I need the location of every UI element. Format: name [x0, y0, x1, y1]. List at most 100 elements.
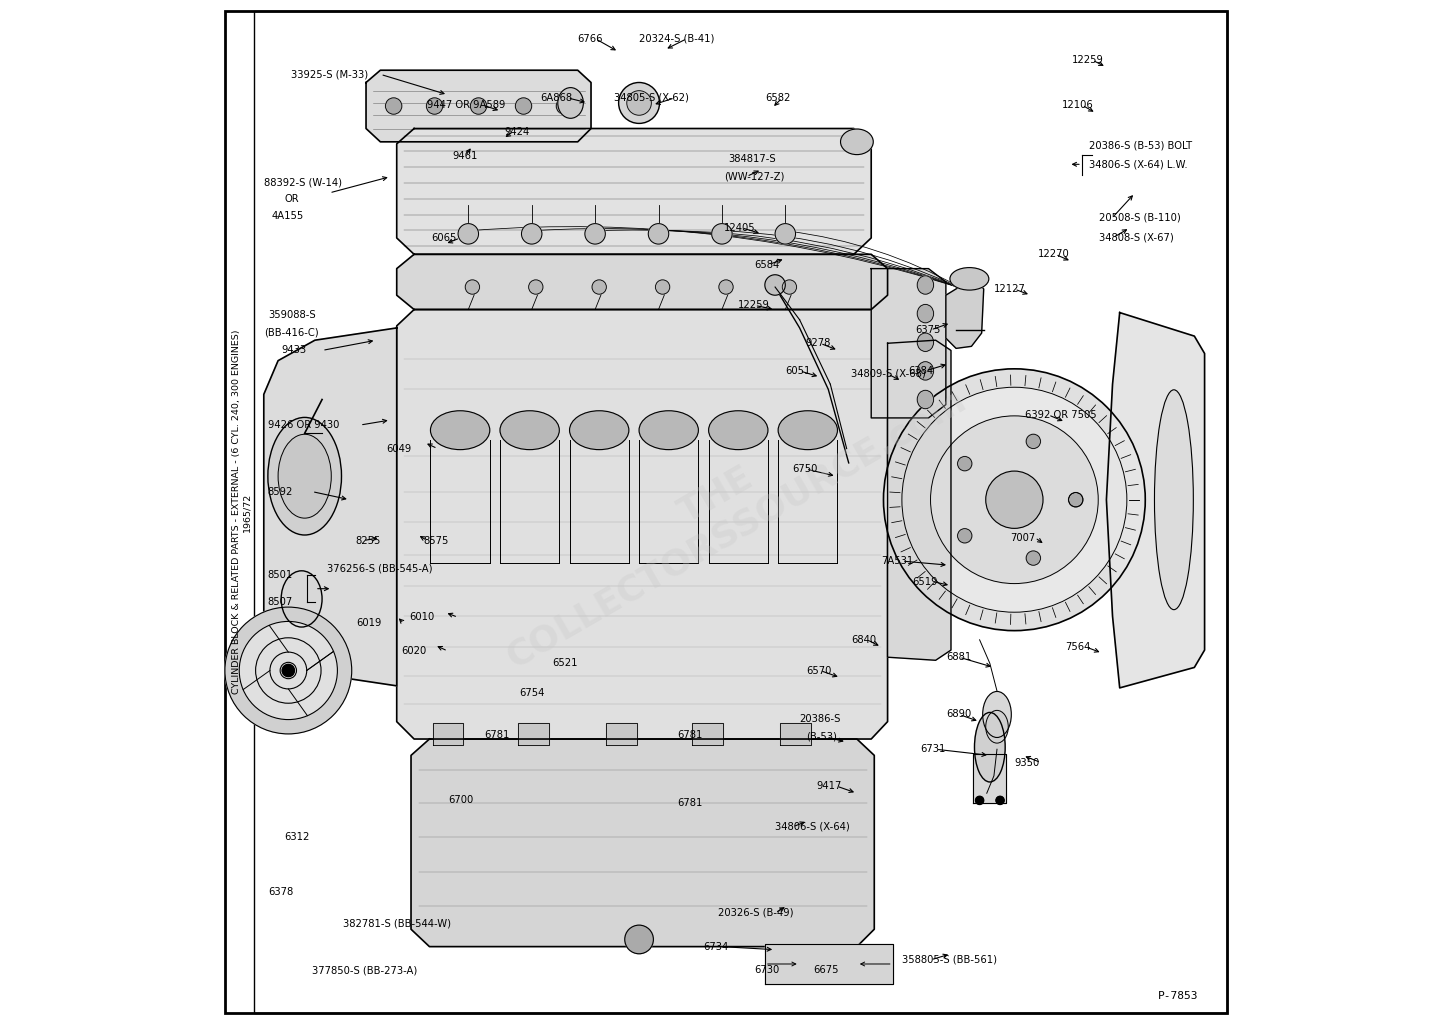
Ellipse shape	[918, 390, 934, 409]
Text: 12270: 12270	[1038, 249, 1070, 259]
Text: 6521: 6521	[552, 658, 578, 669]
Polygon shape	[411, 739, 874, 946]
Text: 6781: 6781	[485, 730, 510, 740]
Text: 6731: 6731	[921, 744, 945, 755]
Text: 8501: 8501	[267, 570, 293, 581]
Ellipse shape	[267, 418, 341, 535]
Text: 9424: 9424	[504, 127, 530, 136]
Ellipse shape	[282, 570, 322, 627]
Polygon shape	[887, 340, 951, 660]
Ellipse shape	[918, 361, 934, 380]
Text: 382781-S (BB-544-W): 382781-S (BB-544-W)	[343, 919, 450, 928]
Text: 359088-S: 359088-S	[267, 309, 315, 319]
Text: 12259: 12259	[738, 300, 770, 310]
Circle shape	[585, 223, 605, 244]
Polygon shape	[871, 268, 945, 418]
Ellipse shape	[778, 411, 838, 450]
Ellipse shape	[1154, 390, 1194, 609]
Text: OR: OR	[285, 195, 299, 204]
Circle shape	[957, 528, 971, 543]
Text: 384817-S: 384817-S	[727, 155, 775, 164]
Text: 6020: 6020	[401, 646, 425, 656]
Text: 6384: 6384	[908, 366, 934, 376]
Text: 34806-S (X-64): 34806-S (X-64)	[775, 822, 849, 831]
Text: 7A531: 7A531	[881, 556, 913, 566]
Bar	[607, 723, 637, 745]
Ellipse shape	[918, 333, 934, 351]
Ellipse shape	[974, 713, 1005, 782]
Text: 6049: 6049	[386, 443, 412, 454]
Text: 377850-S (BB-273-A): 377850-S (BB-273-A)	[312, 966, 417, 975]
Text: 6734: 6734	[704, 942, 729, 951]
Ellipse shape	[918, 304, 934, 323]
Circle shape	[457, 223, 479, 244]
Text: 12405: 12405	[725, 222, 755, 232]
Circle shape	[225, 607, 351, 734]
Polygon shape	[396, 309, 887, 739]
Text: 4A155: 4A155	[272, 212, 305, 221]
Ellipse shape	[569, 411, 629, 450]
Text: (WW-127-Z): (WW-127-Z)	[725, 172, 784, 181]
Text: 6675: 6675	[813, 966, 838, 975]
Ellipse shape	[709, 411, 768, 450]
Circle shape	[1069, 493, 1083, 507]
Ellipse shape	[841, 129, 873, 155]
Circle shape	[1069, 493, 1083, 507]
Text: 6750: 6750	[793, 464, 817, 474]
Bar	[433, 723, 463, 745]
Text: 6754: 6754	[520, 688, 544, 698]
Polygon shape	[264, 328, 396, 686]
Circle shape	[470, 98, 486, 115]
Text: 7564: 7564	[1066, 642, 1090, 652]
Circle shape	[465, 280, 479, 294]
Text: P-7853: P-7853	[1157, 991, 1198, 1000]
Bar	[693, 723, 723, 745]
Text: 12259: 12259	[1072, 55, 1104, 65]
Bar	[780, 723, 810, 745]
Text: CYLINDER BLOCK & RELATED PARTS - EXTERNAL - (6 CYL. 240, 300 ENGINES)
1965/72: CYLINDER BLOCK & RELATED PARTS - EXTERNA…	[231, 330, 251, 694]
Circle shape	[1027, 551, 1041, 565]
Text: 6881: 6881	[945, 652, 971, 663]
Text: 6065: 6065	[431, 232, 457, 243]
Text: 9426 OR 9430: 9426 OR 9430	[267, 420, 340, 430]
Ellipse shape	[558, 88, 584, 119]
Text: 6766: 6766	[578, 34, 603, 44]
Polygon shape	[366, 71, 591, 141]
Text: 6312: 6312	[285, 833, 309, 842]
Polygon shape	[396, 254, 887, 309]
Text: 6019: 6019	[356, 618, 382, 629]
Ellipse shape	[279, 434, 331, 518]
Ellipse shape	[950, 267, 989, 290]
Text: 6582: 6582	[765, 93, 790, 102]
Text: 8575: 8575	[424, 536, 449, 546]
Circle shape	[648, 223, 669, 244]
Circle shape	[256, 638, 321, 703]
Bar	[518, 723, 549, 745]
Text: 7007: 7007	[1011, 532, 1035, 543]
Circle shape	[624, 925, 653, 953]
Circle shape	[529, 280, 543, 294]
Text: 6840: 6840	[851, 635, 876, 645]
Polygon shape	[945, 279, 983, 348]
Text: 6010: 6010	[409, 612, 434, 623]
Text: 8255: 8255	[356, 536, 382, 546]
Circle shape	[711, 223, 732, 244]
Text: 20326-S (B-49): 20326-S (B-49)	[717, 908, 793, 918]
Ellipse shape	[918, 275, 934, 294]
Text: 33925-S (M-33): 33925-S (M-33)	[292, 70, 369, 79]
Circle shape	[515, 98, 531, 115]
Text: 6519: 6519	[912, 577, 938, 587]
Polygon shape	[396, 129, 871, 254]
Circle shape	[385, 98, 402, 115]
Bar	[765, 943, 893, 984]
Circle shape	[783, 280, 797, 294]
Text: 8592: 8592	[267, 486, 293, 497]
Text: 9417: 9417	[816, 781, 841, 792]
Circle shape	[765, 274, 786, 295]
Polygon shape	[1106, 312, 1205, 688]
Text: THE
COLLECTORSSOURCE.com: THE COLLECTORSSOURCE.com	[481, 349, 971, 675]
Circle shape	[627, 91, 652, 116]
Text: (BB-416-C): (BB-416-C)	[264, 327, 318, 337]
Text: 12127: 12127	[995, 284, 1025, 294]
Text: 20386-S (B-53) BOLT: 20386-S (B-53) BOLT	[1089, 141, 1192, 151]
